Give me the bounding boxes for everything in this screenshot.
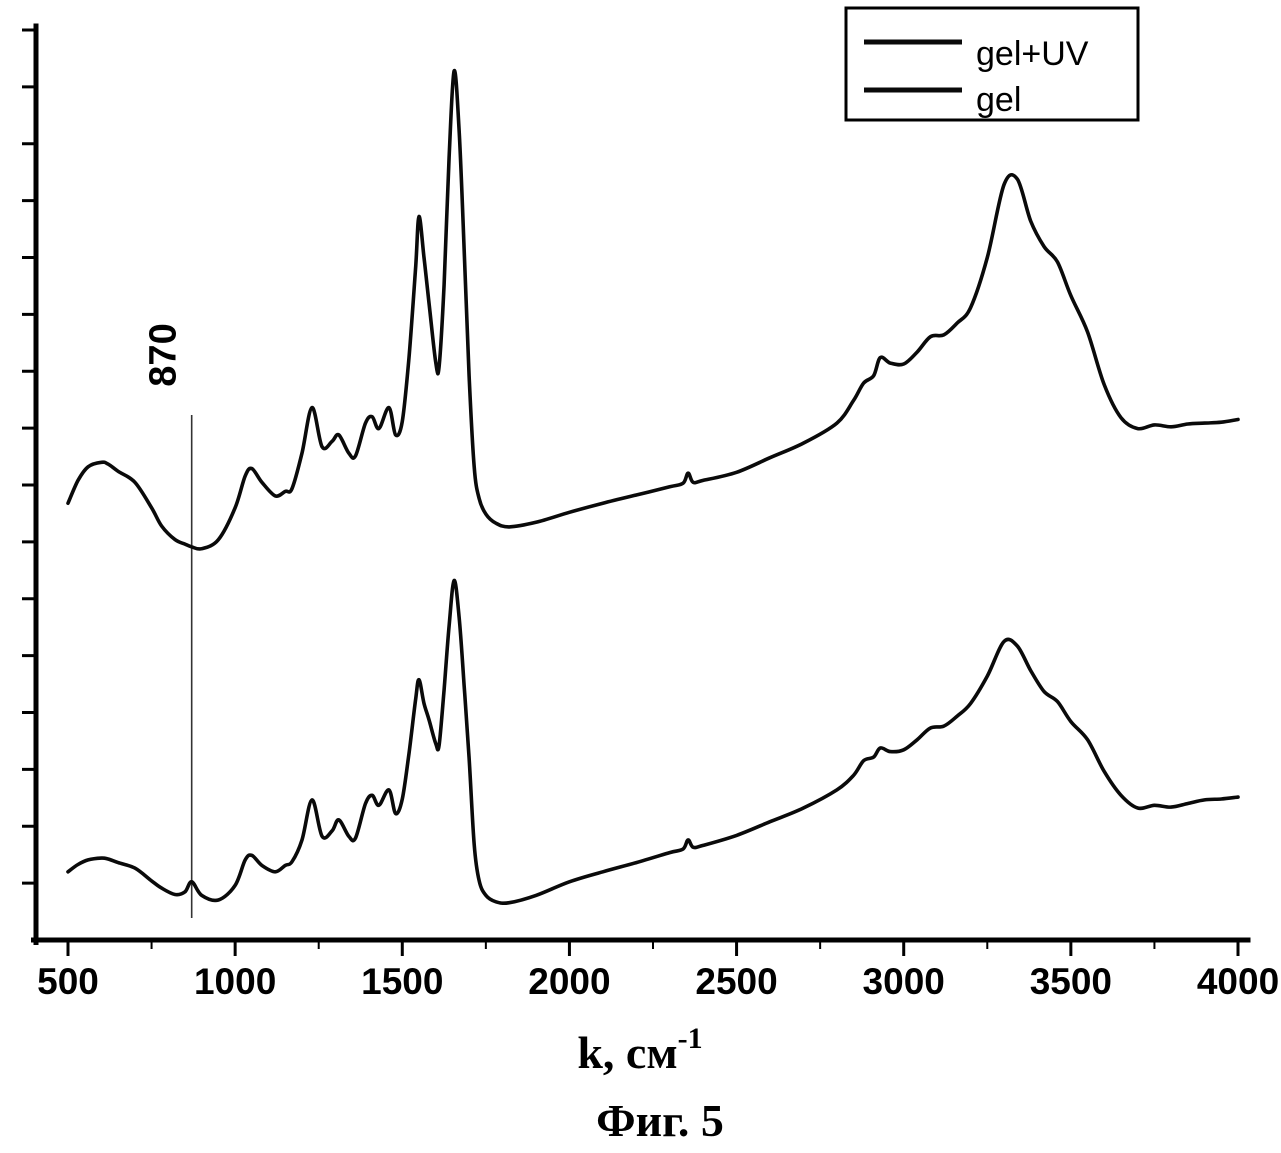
x-tick-label: 2500 [695,961,777,1002]
figure-caption: Фиг. 5 [596,1095,724,1146]
x-tick-label: 3000 [863,961,945,1002]
x-axis-ticks [66,940,1240,956]
x-tick-label: 1000 [194,961,276,1002]
x-axis-title: k, см-1 [577,1022,702,1078]
curve-gel-uv [66,69,1240,551]
curve-gel [66,578,1240,906]
annotations: 870 [143,323,193,918]
legend: gel+UV gel [844,6,1140,122]
annotation-text-870: 870 [143,323,185,386]
x-axis-title-base: k, см [577,1027,677,1078]
x-tick-label: 500 [37,961,99,1002]
legend-label-gel-uv: gel+UV [976,35,1089,73]
x-tick-label: 4000 [1197,961,1279,1002]
x-tick-label: 1500 [361,961,443,1002]
x-axis-tick-labels: 500 1000 1500 2000 2500 3000 3500 4000 [37,961,1279,1002]
x-axis-title-superscript: -1 [678,1022,703,1055]
legend-label-gel: gel [976,81,1021,119]
x-tick-label: 2000 [528,961,610,1002]
spectra-curves [66,69,1240,906]
legend-box [844,6,1140,122]
y-axis-ticks [22,28,36,885]
x-tick-label: 3500 [1030,961,1112,1002]
